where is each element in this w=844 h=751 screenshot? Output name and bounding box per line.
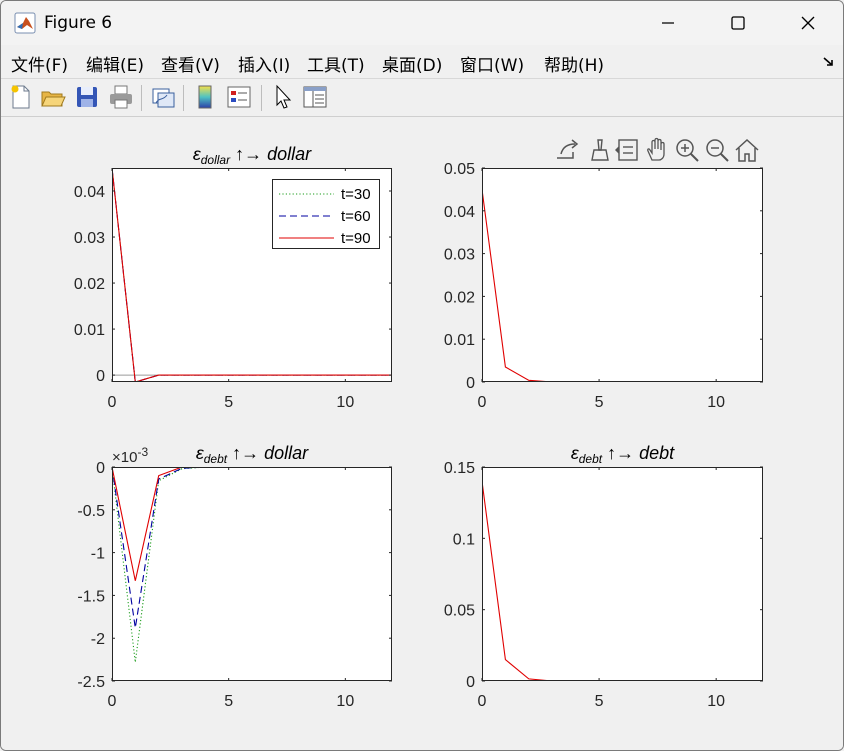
- close-button[interactable]: [773, 1, 843, 45]
- menu-tools[interactable]: 工具(T): [307, 56, 365, 76]
- axes-box: [482, 168, 763, 382]
- axes-box: [112, 168, 392, 382]
- x-tick-label: 5: [224, 394, 233, 411]
- link-plot-icon[interactable]: [149, 83, 177, 111]
- plot-area: [112, 467, 392, 681]
- y-tick-label: -2: [91, 631, 105, 648]
- title-bar[interactable]: Figure 6: [1, 1, 843, 45]
- y-tick-label: -0.5: [77, 503, 105, 520]
- axes-2[interactable]: 0 5 10 0 0.01 0.02 0.03 0.04 0.05: [444, 161, 763, 411]
- menu-desktop[interactable]: 桌面(D): [382, 56, 443, 76]
- toolbar-separator: [183, 85, 184, 111]
- data-tips-icon[interactable]: [613, 136, 641, 164]
- axes-1[interactable]: 0 5 10 0 0.01 0.02 0.03 0.04 εdollar ↑→ dollar t=…: [74, 144, 392, 411]
- menu-help[interactable]: 帮助(H): [544, 56, 605, 76]
- zoom-in-icon[interactable]: [673, 136, 701, 164]
- y-tick-label: -2.5: [77, 674, 105, 691]
- menu-view[interactable]: 查看(V): [161, 56, 220, 76]
- y-tick-label: 0.05: [444, 603, 475, 620]
- toolbar-separator: [141, 85, 142, 111]
- axes-4[interactable]: 0 5 10 0 0.05 0.1 0.15 εdebt ↑→ debt: [444, 443, 763, 710]
- y-tick-label: 0.02: [444, 289, 475, 306]
- x-tick-label: 5: [595, 394, 604, 411]
- y-tick-label: 0.15: [444, 460, 475, 477]
- x-tick-label: 10: [336, 693, 354, 710]
- x-tick-label: 10: [707, 394, 725, 411]
- figure-toolbar: [1, 79, 843, 117]
- y-tick-label: 0.01: [444, 332, 475, 349]
- y-tick-label: 0: [466, 375, 475, 392]
- series-line-t90: [112, 168, 392, 382]
- maximize-icon: [731, 16, 745, 30]
- y-exponent-label: ×10-3: [112, 445, 148, 466]
- dock-arrow-icon[interactable]: [823, 56, 835, 68]
- x-tick-label: 10: [707, 693, 725, 710]
- y-tick-label: 0: [466, 674, 475, 691]
- axes-box: [482, 467, 763, 681]
- window-title: Figure 6: [44, 13, 113, 33]
- menu-window[interactable]: 窗口(W): [460, 56, 525, 76]
- x-tick-label: 0: [478, 394, 487, 411]
- x-tick-label: 0: [478, 693, 487, 710]
- axes-box: [112, 467, 392, 681]
- axes-title: εdebt ↑→ debt: [571, 443, 675, 466]
- x-tick-label: 0: [108, 693, 117, 710]
- y-tick-label: -1.5: [77, 588, 105, 605]
- legend-label: t=90: [341, 230, 371, 247]
- legend-box: [272, 179, 380, 249]
- matlab-logo-icon: [14, 12, 36, 34]
- open-file-icon[interactable]: [39, 83, 67, 111]
- insert-colorbar-icon[interactable]: [191, 83, 219, 111]
- property-inspector-icon[interactable]: [301, 83, 329, 111]
- plot-area: [482, 467, 763, 681]
- y-tick-label: 0.04: [444, 204, 475, 221]
- toolbar-separator: [261, 85, 262, 111]
- axes-title: εdebt ↑→ dollar: [196, 443, 309, 466]
- series-line-line: [482, 481, 763, 681]
- y-tick-label: 0.03: [74, 230, 105, 247]
- plot-area: [482, 168, 763, 382]
- menu-insert[interactable]: 插入(I): [238, 56, 291, 76]
- series-line-t60: [112, 467, 392, 628]
- maximize-button[interactable]: [703, 1, 773, 45]
- pan-hand-icon[interactable]: [643, 136, 671, 164]
- zoom-out-icon[interactable]: [703, 136, 731, 164]
- minimize-icon: [662, 22, 674, 24]
- series-line-line: [482, 189, 763, 382]
- y-tick-label: 0.1: [453, 531, 475, 548]
- x-tick-label: 0: [108, 394, 117, 411]
- menu-bar: 文件(F) 编辑(E) 查看(V) 插入(I) 工具(T) 桌面(D) 窗口(W…: [1, 46, 843, 79]
- menu-edit[interactable]: 编辑(E): [86, 56, 145, 76]
- home-icon[interactable]: [733, 136, 761, 164]
- export-icon[interactable]: [553, 136, 581, 164]
- legend[interactable]: t=30 t=60 t=90: [272, 179, 380, 249]
- x-tick-label: 5: [595, 693, 604, 710]
- x-tick-label: 10: [336, 394, 354, 411]
- y-tick-label: -1: [91, 546, 105, 563]
- menu-file[interactable]: 文件(F): [11, 56, 69, 76]
- x-tick-label: 5: [224, 693, 233, 710]
- brush-icon[interactable]: [584, 136, 612, 164]
- new-figure-icon[interactable]: [7, 83, 35, 111]
- minimize-button[interactable]: [633, 1, 703, 45]
- axes-3[interactable]: 0 5 10 0 -0.5 -1 -1.5 -2 -2.5 ×10-3 εdebt ↑→ dolla…: [77, 443, 392, 710]
- y-tick-label: 0.01: [74, 322, 105, 339]
- axes-title: εdollar ↑→ dollar: [193, 144, 312, 167]
- y-tick-label: 0.05: [444, 161, 475, 178]
- print-icon[interactable]: [107, 83, 135, 111]
- save-icon[interactable]: [73, 83, 101, 111]
- close-icon: [801, 16, 815, 30]
- legend-label: t=30: [341, 186, 371, 203]
- y-tick-label: 0.03: [444, 247, 475, 264]
- series-line-t90: [112, 467, 392, 581]
- edit-plot-pointer-icon[interactable]: [269, 83, 297, 111]
- y-tick-label: 0.02: [74, 276, 105, 293]
- y-tick-label: 0: [96, 368, 105, 385]
- y-tick-label: 0: [96, 460, 105, 477]
- insert-legend-icon[interactable]: [225, 83, 253, 111]
- y-tick-label: 0.04: [74, 184, 105, 201]
- legend-label: t=60: [341, 208, 371, 225]
